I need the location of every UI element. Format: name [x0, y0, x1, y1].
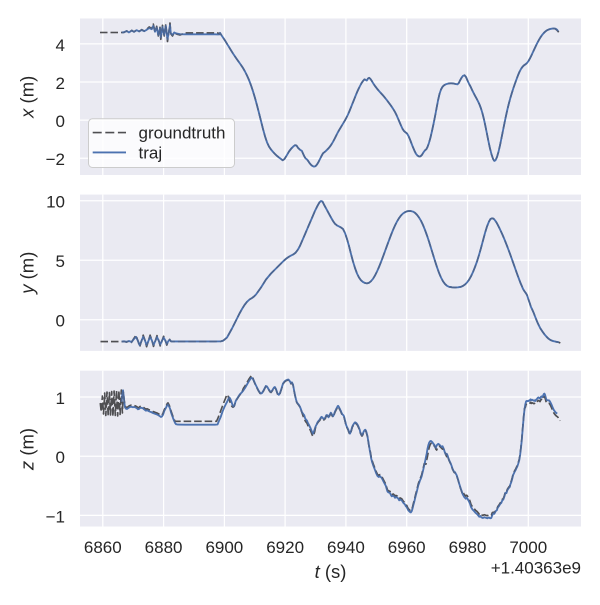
svg-text:z (m): z (m): [17, 428, 38, 471]
svg-text:10: 10: [46, 193, 65, 212]
svg-text:t (s): t (s): [315, 561, 347, 582]
svg-text:7000: 7000: [509, 538, 547, 557]
svg-text:y (m): y (m): [17, 252, 38, 296]
svg-text:0: 0: [56, 112, 65, 131]
svg-text:6920: 6920: [266, 538, 304, 557]
svg-text:6960: 6960: [388, 538, 426, 557]
svg-text:0: 0: [56, 448, 65, 467]
svg-text:6880: 6880: [145, 538, 183, 557]
svg-text:5: 5: [56, 252, 65, 271]
svg-text:groundtruth: groundtruth: [139, 124, 226, 143]
svg-text:6940: 6940: [327, 538, 365, 557]
svg-text:traj: traj: [139, 144, 163, 163]
svg-text:4: 4: [56, 36, 65, 55]
svg-text:0: 0: [56, 312, 65, 331]
svg-text:x (m): x (m): [17, 76, 38, 119]
svg-text:1: 1: [56, 389, 65, 408]
svg-text:6860: 6860: [84, 538, 122, 557]
svg-text:−1: −1: [46, 507, 65, 526]
svg-text:6980: 6980: [449, 538, 487, 557]
svg-text:2: 2: [56, 74, 65, 93]
svg-text:6900: 6900: [205, 538, 243, 557]
svg-text:+1.40363e9: +1.40363e9: [491, 559, 581, 578]
svg-text:−2: −2: [46, 150, 65, 169]
